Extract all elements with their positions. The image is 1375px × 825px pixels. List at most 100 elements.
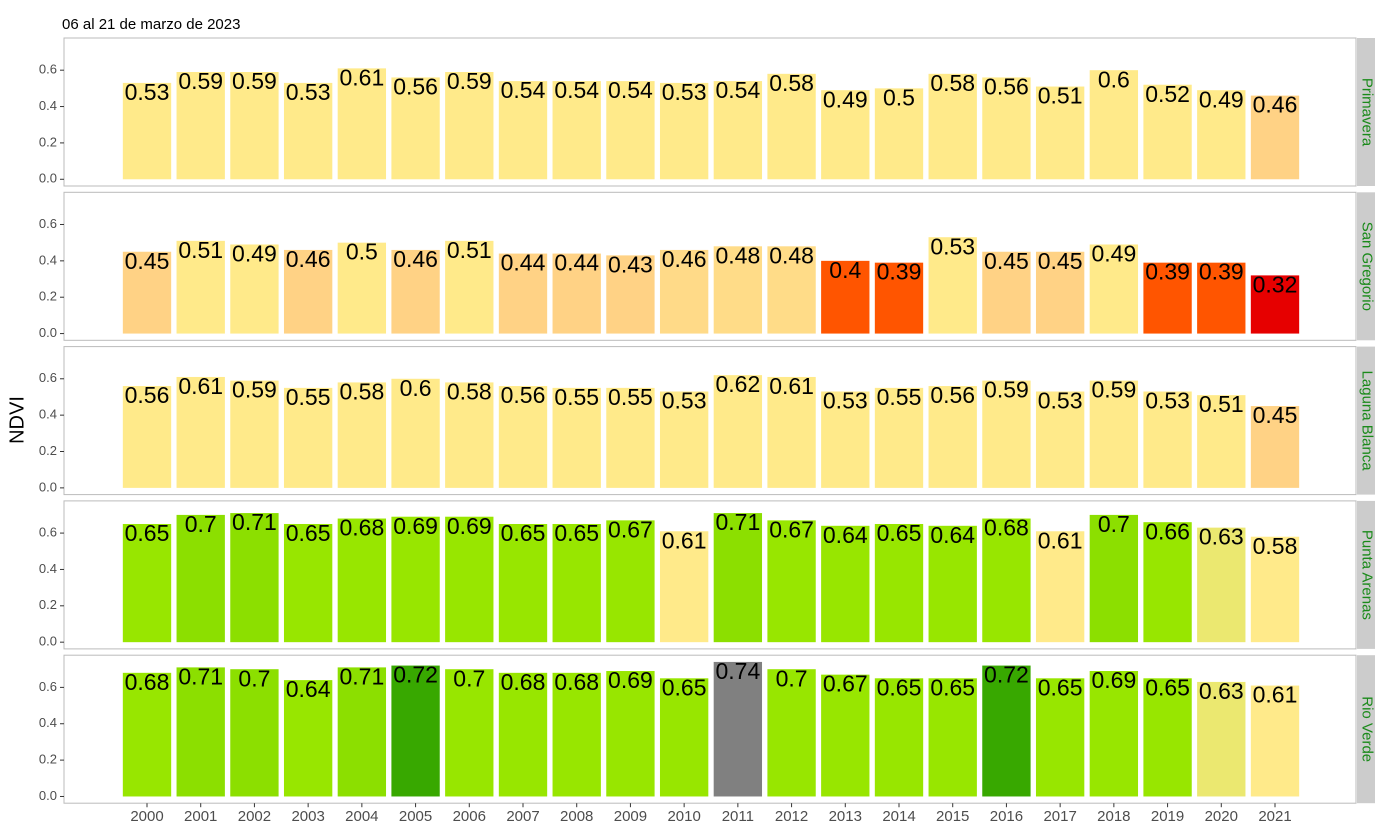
bar bbox=[1035, 531, 1085, 643]
value-label: 0.58 bbox=[339, 378, 384, 404]
bar bbox=[767, 246, 816, 334]
bar bbox=[1197, 262, 1246, 334]
bar bbox=[230, 669, 279, 797]
y-tick-label: 0.6 bbox=[39, 370, 57, 385]
bar bbox=[713, 375, 763, 488]
value-label: 0.68 bbox=[339, 515, 384, 541]
value-label: 0.48 bbox=[715, 242, 760, 268]
bar bbox=[337, 68, 387, 180]
value-label: 0.69 bbox=[1091, 667, 1136, 693]
value-label: 0.65 bbox=[1038, 674, 1083, 700]
bar bbox=[606, 520, 655, 643]
value-label: 0.65 bbox=[930, 674, 975, 700]
strip-label: Rio Verde bbox=[1359, 696, 1375, 762]
value-label: 0.51 bbox=[178, 237, 223, 263]
bar bbox=[928, 678, 977, 797]
value-label: 0.49 bbox=[232, 241, 277, 267]
bar bbox=[283, 249, 333, 334]
value-label: 0.49 bbox=[1199, 86, 1244, 112]
value-label: 0.58 bbox=[930, 70, 975, 96]
bar bbox=[283, 387, 333, 488]
bar bbox=[821, 525, 870, 643]
bar bbox=[122, 523, 172, 643]
value-label: 0.32 bbox=[1253, 271, 1298, 297]
bar bbox=[337, 518, 387, 643]
y-tick-label: 0.0 bbox=[39, 325, 57, 340]
bar bbox=[552, 672, 601, 797]
bar bbox=[928, 525, 977, 643]
value-label: 0.61 bbox=[178, 373, 223, 399]
value-label: 0.58 bbox=[1253, 533, 1298, 559]
bar bbox=[176, 240, 225, 334]
panel-frame bbox=[63, 191, 1357, 341]
value-label: 0.39 bbox=[1145, 259, 1190, 285]
y-tick-label: 0.0 bbox=[39, 634, 57, 649]
value-label: 0.61 bbox=[662, 527, 707, 553]
x-tick-label: 2003 bbox=[291, 808, 324, 825]
value-label: 0.66 bbox=[1145, 518, 1190, 544]
value-label: 0.68 bbox=[554, 669, 599, 695]
bar bbox=[445, 669, 494, 797]
value-label: 0.53 bbox=[286, 79, 331, 105]
bar bbox=[606, 671, 655, 797]
value-label: 0.56 bbox=[501, 382, 546, 408]
bar bbox=[1197, 90, 1246, 180]
bar bbox=[230, 244, 279, 334]
value-label: 0.53 bbox=[662, 388, 707, 414]
bar bbox=[1250, 406, 1300, 488]
bar bbox=[445, 240, 494, 334]
value-label: 0.7 bbox=[238, 665, 270, 691]
y-tick-label: 0.6 bbox=[39, 216, 57, 231]
x-tick-label: 2010 bbox=[667, 808, 700, 825]
value-label: 0.67 bbox=[769, 516, 814, 542]
value-label: 0.68 bbox=[984, 515, 1029, 541]
y-tick-label: 0.4 bbox=[39, 715, 57, 730]
value-label: 0.53 bbox=[662, 79, 707, 105]
value-label: 0.71 bbox=[232, 509, 277, 535]
bar bbox=[1143, 391, 1192, 488]
value-label: 0.5 bbox=[346, 239, 378, 265]
bar bbox=[283, 82, 333, 180]
value-label: 0.46 bbox=[393, 246, 438, 272]
value-label: 0.74 bbox=[715, 658, 760, 684]
value-label: 0.72 bbox=[984, 662, 1029, 688]
value-label: 0.56 bbox=[930, 382, 975, 408]
bar bbox=[337, 242, 387, 334]
bar bbox=[1035, 86, 1085, 180]
value-label: 0.45 bbox=[1253, 402, 1298, 428]
value-label: 0.54 bbox=[715, 77, 760, 103]
y-tick-label: 0.2 bbox=[39, 443, 57, 458]
value-label: 0.52 bbox=[1145, 81, 1190, 107]
value-label: 0.46 bbox=[286, 246, 331, 272]
value-label: 0.65 bbox=[877, 520, 922, 546]
value-label: 0.61 bbox=[339, 64, 384, 90]
bar bbox=[552, 253, 601, 334]
value-label: 0.4 bbox=[829, 257, 861, 283]
value-label: 0.53 bbox=[1145, 388, 1190, 414]
value-label: 0.59 bbox=[447, 68, 492, 94]
value-label: 0.65 bbox=[877, 674, 922, 700]
x-tick-label: 2018 bbox=[1097, 808, 1130, 825]
bar bbox=[1250, 275, 1300, 334]
x-tick-label: 2007 bbox=[506, 808, 539, 825]
panel-frame bbox=[63, 37, 1357, 187]
bar bbox=[1143, 678, 1192, 797]
bar bbox=[1089, 244, 1139, 334]
y-tick-label: 0.0 bbox=[39, 171, 57, 186]
value-label: 0.65 bbox=[286, 520, 331, 546]
x-tick-label: 2008 bbox=[560, 808, 593, 825]
bar bbox=[391, 249, 440, 334]
value-label: 0.56 bbox=[393, 74, 438, 100]
value-label: 0.69 bbox=[608, 667, 653, 693]
x-tick-label: 2000 bbox=[130, 808, 163, 825]
bar bbox=[445, 72, 494, 180]
panel-frame bbox=[63, 500, 1357, 650]
bar bbox=[982, 665, 1031, 797]
bar bbox=[176, 72, 225, 180]
x-tick-label: 2004 bbox=[345, 808, 378, 825]
x-tick-label: 2005 bbox=[399, 808, 432, 825]
bar bbox=[1089, 671, 1139, 797]
bar bbox=[176, 514, 225, 643]
bar bbox=[1035, 678, 1085, 797]
bar bbox=[982, 380, 1031, 488]
